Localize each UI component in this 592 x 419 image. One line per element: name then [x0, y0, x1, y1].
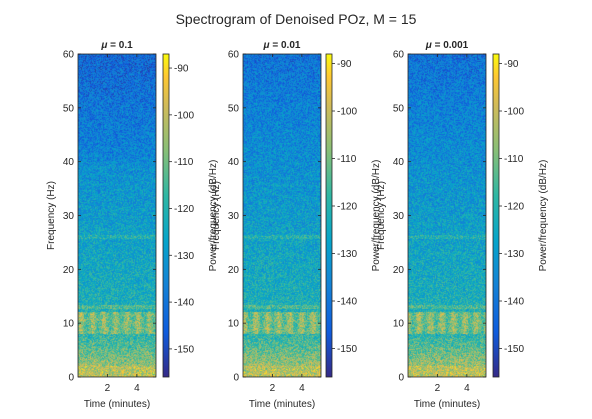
mu-value: = 0.01 [270, 40, 301, 51]
mu-symbol: μ [263, 40, 270, 51]
colorbar-tick-label: -110 [337, 154, 357, 165]
y-tick-label: 40 [228, 157, 240, 168]
y-tick-label: 60 [228, 50, 240, 61]
colorbar-tick-label: -120 [174, 204, 194, 215]
colorbar [325, 53, 333, 378]
y-tick-label: 60 [393, 50, 405, 61]
spectrogram-image [408, 54, 486, 377]
colorbar-tick-label: -130 [337, 249, 357, 260]
x-tick-label: 4 [299, 383, 305, 394]
y-tick-label: 40 [393, 157, 405, 168]
chart-title: Spectrogram of Denoised POz, M = 15 [176, 11, 417, 27]
y-axis-label: Frequency (Hz) [46, 181, 57, 250]
y-tick-label: 30 [228, 211, 240, 222]
y-tick-label: 20 [63, 265, 75, 276]
colorbar-tick-label: -100 [504, 107, 524, 118]
y-tick-label: 50 [228, 103, 240, 114]
colorbar-tick-label: -150 [337, 344, 357, 355]
panel-2: 0 10 20 30 40 50 60 2 4 μ = 0.01 Time (minutes) Fre… [211, 40, 382, 410]
colorbar-tick-label: -90 [174, 64, 189, 75]
y-tick-label: 0 [68, 373, 74, 384]
y-tick-label: 10 [228, 319, 240, 330]
y-tick-label: 10 [393, 319, 405, 330]
y-tick-label: 60 [63, 50, 75, 61]
colorbar-label: Power/frequency (dB/Hz) [208, 160, 219, 272]
colorbar-tick-label: -150 [504, 344, 524, 355]
y-tick-label: 30 [63, 211, 75, 222]
y-tick-label: 0 [398, 373, 404, 384]
subplot-title: μ = 0.01 [263, 40, 301, 51]
mu-value: = 0.1 [107, 40, 133, 51]
x-axis-label: Time (minutes) [84, 399, 150, 410]
y-axis-label: Frequency (Hz) [211, 181, 222, 250]
x-tick-label: 2 [270, 383, 276, 394]
mu-value: = 0.001 [432, 40, 469, 51]
spectrogram-image [243, 54, 321, 377]
y-tick-label: 10 [63, 319, 75, 330]
colorbar-tick-label: -100 [337, 107, 357, 118]
colorbar-tick-label: -150 [174, 344, 194, 355]
subplot-title: μ = 0.1 [100, 40, 133, 51]
x-tick-label: 2 [105, 383, 111, 394]
panel-3: 0 10 20 30 40 50 60 2 4 μ = 0.001 Time (minutes) Fr… [376, 40, 549, 410]
mu-symbol: μ [425, 40, 432, 51]
y-tick-label: 40 [63, 157, 75, 168]
colorbar-label: Power/frequency (dB/Hz) [371, 160, 382, 272]
x-tick-label: 4 [464, 383, 470, 394]
x-axis-label: Time (minutes) [249, 399, 315, 410]
colorbar-label: Power/frequency (dB/Hz) [538, 160, 549, 272]
colorbar-tick-label: -130 [174, 251, 194, 262]
y-tick-label: 20 [393, 265, 405, 276]
colorbar-tick-label: -120 [337, 202, 357, 213]
colorbar-tick-label: -90 [337, 59, 352, 70]
y-tick-label: 30 [393, 211, 405, 222]
colorbar-tick-label: -100 [174, 110, 194, 121]
x-tick-label: 2 [435, 383, 441, 394]
spectrogram-image [78, 54, 156, 377]
colorbar-tick-label: -140 [504, 297, 524, 308]
x-tick-label: 4 [134, 383, 140, 394]
colorbar-tick-label: -140 [174, 298, 194, 309]
x-axis-label: Time (minutes) [414, 399, 480, 410]
y-axis-label: Frequency (Hz) [376, 181, 387, 250]
colorbar-tick-label: -110 [174, 157, 194, 168]
colorbar-tick-label: -110 [504, 154, 524, 165]
y-tick-label: 0 [233, 373, 239, 384]
colorbar-tick-label: -120 [504, 202, 524, 213]
y-tick-label: 50 [393, 103, 405, 114]
colorbar [492, 53, 500, 378]
colorbar-tick-label: -140 [337, 297, 357, 308]
colorbar-tick-label: -130 [504, 249, 524, 260]
mu-symbol: μ [100, 40, 107, 51]
y-tick-label: 50 [63, 103, 75, 114]
panel-1: 0 10 20 30 40 50 60 2 4 μ = 0.1 Time (minutes) Freq… [46, 40, 219, 410]
y-tick-label: 20 [228, 265, 240, 276]
colorbar-tick-label: -90 [504, 59, 519, 70]
subplot-title: μ = 0.001 [425, 40, 469, 51]
colorbar [162, 53, 170, 378]
